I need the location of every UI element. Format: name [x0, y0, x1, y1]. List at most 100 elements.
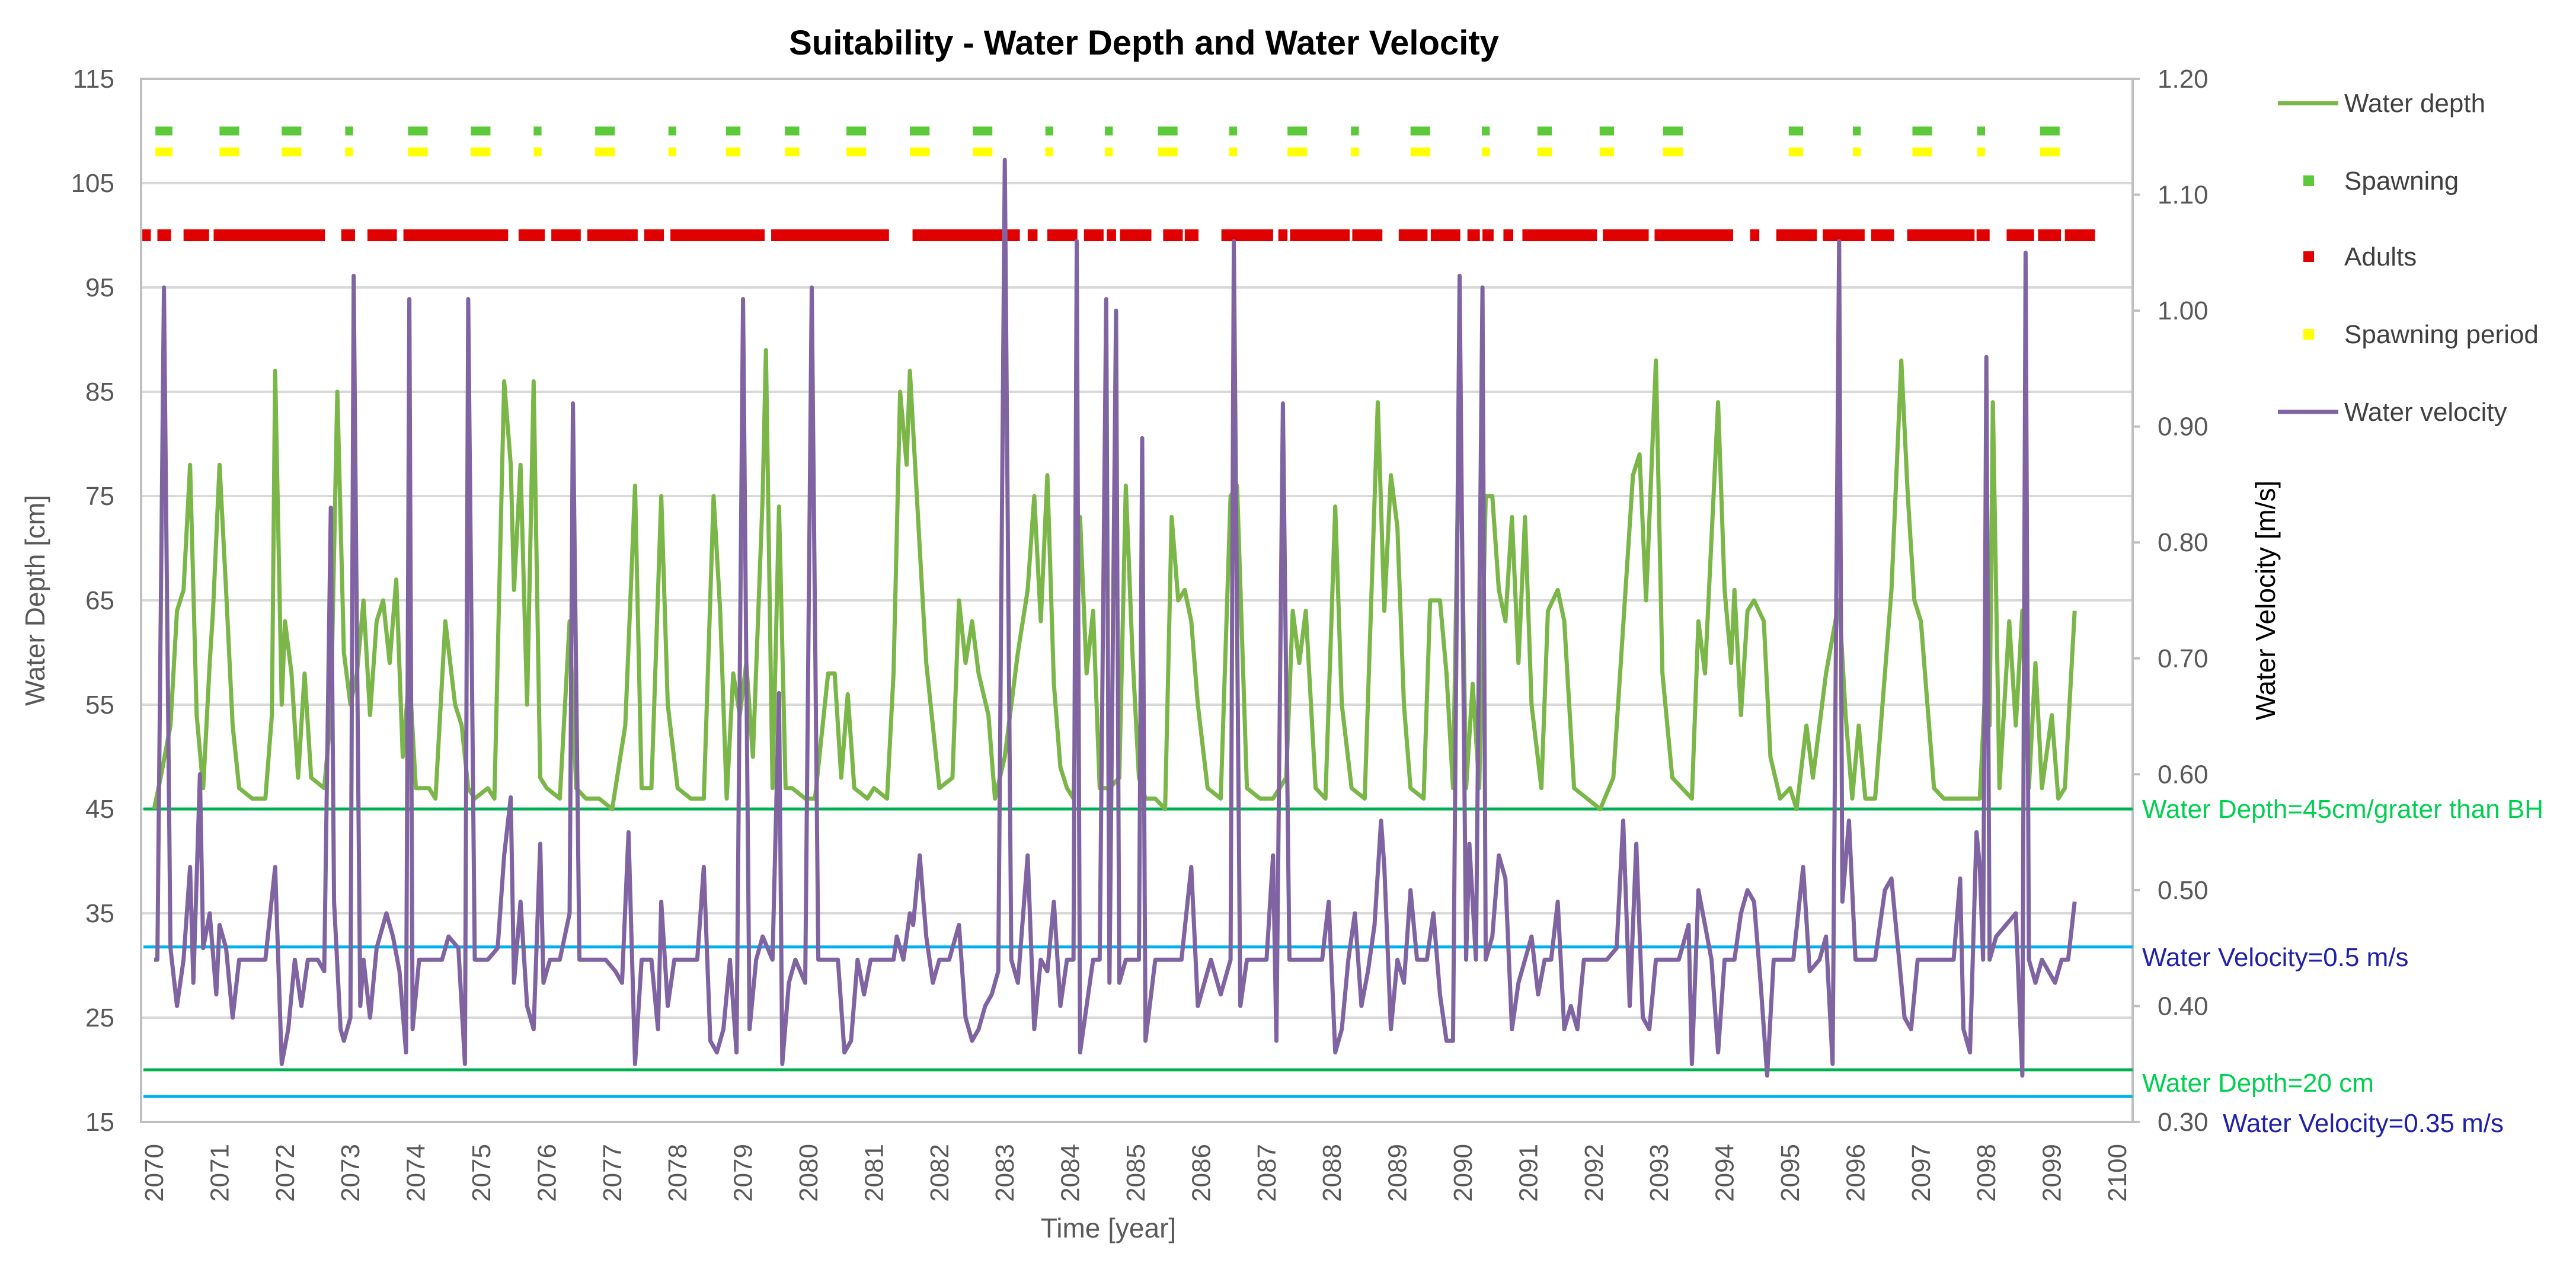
adults-marker [403, 229, 509, 241]
spawning-period-marker [726, 147, 741, 156]
y2-tick-label: 1.00 [2158, 296, 2209, 325]
x-axis-title: Time [year] [1041, 1213, 1176, 1243]
adults-marker [142, 229, 151, 241]
x-tick-label: 2073 [336, 1144, 365, 1202]
legend-marker-swatch [2303, 175, 2314, 186]
spawning-marker [219, 126, 239, 136]
adults-marker [1503, 229, 1514, 241]
y-tick-label: 55 [85, 690, 114, 720]
spawning-period-marker [1482, 147, 1490, 156]
spawning-period-marker [471, 147, 491, 156]
legend-label: Spawning period [2344, 320, 2539, 349]
spawning-marker [668, 126, 676, 136]
spawning-period-marker [668, 147, 676, 156]
right-axis-ticks: 0.30 0.40 0.50 0.60 0.70 0.80 0.90 1.00 1.10 1.20 [2133, 65, 2209, 1137]
x-tick-label: 2085 [1121, 1144, 1150, 1202]
x-tick-label: 2081 [859, 1144, 889, 1202]
adults-marker [1084, 229, 1104, 241]
spawning-marker [1229, 126, 1238, 136]
left-axis-ticks: 15 25 35 45 55 65 75 85 95 105 115 [71, 65, 114, 1137]
spawning-period-marker [846, 147, 867, 156]
spawning-period-marker [155, 147, 172, 156]
water-velocity-line [154, 158, 2077, 1078]
spawning-period-marker [1912, 147, 1932, 156]
spawning-period-marker [408, 147, 428, 156]
x-tick-label: 2072 [271, 1144, 300, 1202]
spawning-marker [785, 126, 800, 136]
adults-marker [2006, 229, 2034, 241]
adults-marker [157, 229, 171, 241]
spawning-period-marker [1229, 147, 1238, 156]
adults-marker [1654, 229, 1733, 241]
y-tick-label: 115 [73, 65, 114, 94]
adults-marker [367, 229, 397, 241]
x-tick-label: 2089 [1383, 1144, 1412, 1202]
spawning-period-marker [785, 147, 800, 156]
x-tick-label: 2074 [402, 1144, 431, 1202]
legend-marker-swatch [2303, 329, 2314, 340]
spawning-period-marker [533, 147, 542, 156]
y-tick-label: 35 [85, 899, 114, 928]
adults-marker [1430, 229, 1460, 241]
y-tick-label: 15 [85, 1108, 114, 1137]
spawning-marker [345, 126, 353, 136]
x-tick-label: 2083 [990, 1144, 1019, 1202]
spawning-period-marker [1410, 147, 1430, 156]
adults-marker [1352, 229, 1383, 241]
x-tick-label: 2100 [2103, 1144, 2132, 1202]
adults-marker [1027, 229, 1038, 241]
spawning-marker [1105, 126, 1113, 136]
x-tick-label: 2082 [925, 1144, 954, 1202]
x-tick-label: 2076 [532, 1144, 561, 1202]
spawning-marker [155, 126, 172, 136]
adults-marker [1278, 229, 1288, 241]
spawning-period-marker [1599, 147, 1615, 156]
reference-labels: Water Depth=45cm/grater than BH Water Vel… [2142, 795, 2543, 1138]
adults-marker [1398, 229, 1428, 241]
y2-tick-label: 0.40 [2158, 992, 2209, 1021]
spawning-period-marker [1788, 147, 1804, 156]
spawning-period-marker [595, 147, 615, 156]
spawning-marker [533, 126, 542, 136]
adults-marker [518, 229, 545, 241]
legend-label: Adults [2344, 242, 2417, 271]
adults-marker [2038, 229, 2062, 241]
x-tick-label: 2070 [140, 1144, 169, 1202]
spawning-marker [1852, 126, 1861, 136]
adults-marker [912, 229, 1020, 241]
x-tick-label: 2088 [1318, 1144, 1347, 1202]
adults-marker [1482, 229, 1494, 241]
spawning-marker [1045, 126, 1053, 136]
adults-marker [1163, 229, 1183, 241]
spawning-marker [1410, 126, 1430, 136]
x-tick-label: 2080 [794, 1144, 823, 1202]
x-tick-label: 2093 [1645, 1144, 1674, 1202]
y2-tick-label: 0.50 [2158, 876, 2209, 905]
spawning-marker [1788, 126, 1804, 136]
x-tick-label: 2099 [2038, 1144, 2067, 1202]
spawning-marker [1287, 126, 1308, 136]
x-tick-label: 2071 [205, 1144, 234, 1202]
adults-marker [1467, 229, 1480, 241]
spawning-marker [282, 126, 302, 136]
legend-label: Water depth [2344, 89, 2485, 118]
y-tick-label: 95 [85, 273, 114, 302]
spawning-period-marker [1852, 147, 1861, 156]
spawning-period-marker [282, 147, 302, 156]
spawning-period-marker [219, 147, 239, 156]
spawning-marker [1599, 126, 1615, 136]
y-tick-label: 45 [85, 795, 114, 824]
x-tick-label: 2094 [1711, 1144, 1740, 1202]
adults-marker [587, 229, 638, 241]
data-series [152, 158, 2077, 1078]
adults-marker [1290, 229, 1350, 241]
water-depth-line [152, 348, 2077, 811]
chart-title: Suitability - Water Depth and Water Velo… [789, 24, 1499, 62]
x-tick-label: 2084 [1056, 1144, 1085, 1202]
spawning-marker [408, 126, 428, 136]
spawning-period-marker [1045, 147, 1053, 156]
spawning-period-marker [1287, 147, 1308, 156]
spawning-marker [1663, 126, 1683, 136]
y2-tick-label: 0.30 [2158, 1108, 2209, 1137]
